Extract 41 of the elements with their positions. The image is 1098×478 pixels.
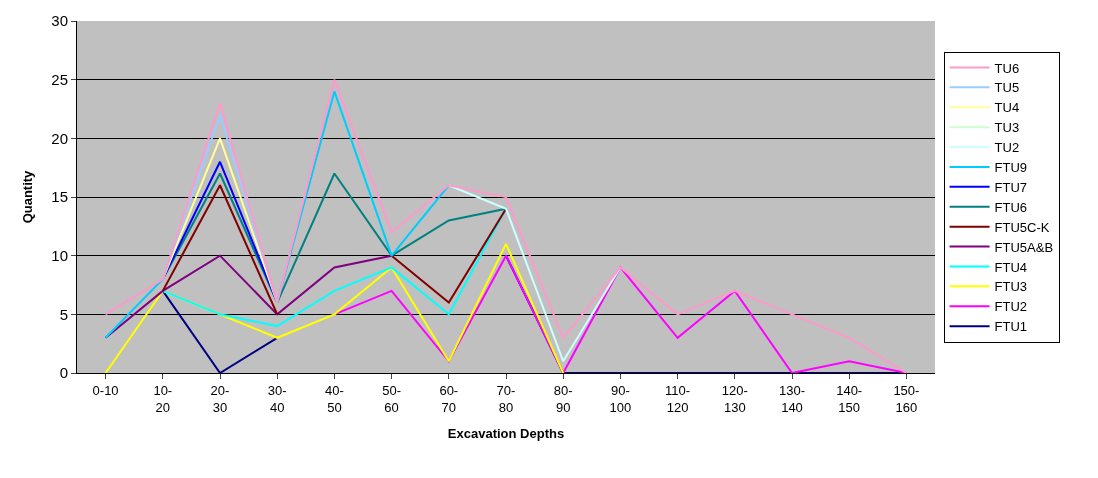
x-tick-label: 90-100: [609, 382, 632, 415]
legend-label: FTU6: [994, 199, 1028, 215]
legend-label: FTU5A&B: [994, 239, 1054, 255]
legend-label: FTU2: [994, 299, 1028, 315]
y-tick-label: 5: [59, 305, 68, 323]
y-tick-label: 20: [51, 129, 68, 147]
x-tick-label: 150-160: [893, 382, 920, 415]
x-tick-label: 70-80: [496, 382, 516, 415]
legend-label: FTU7: [994, 179, 1028, 195]
legend-label: FTU5C-K: [994, 219, 1050, 235]
y-tick-label: 0: [59, 364, 68, 382]
line-series: [104, 242, 565, 373]
legend-label: TU5: [994, 80, 1020, 96]
x-tick-label: 120-130: [721, 382, 748, 415]
legend-label: FTU3: [994, 279, 1028, 295]
line-series: [447, 184, 622, 363]
y-tick-label: 15: [51, 188, 68, 206]
x-tick-label: 20-30: [210, 382, 230, 415]
x-tick-label: 30-40: [267, 382, 287, 415]
legend-label: FTU4: [994, 259, 1028, 275]
legend-label: TU3: [994, 120, 1020, 136]
x-tick-label: 10-20: [153, 382, 173, 415]
y-tick-label: 25: [51, 70, 68, 88]
line-series: [104, 78, 908, 373]
legend-label: FTU1: [994, 319, 1028, 335]
x-tick-label: 60-70: [439, 382, 459, 415]
legend-label: FTU9: [994, 160, 1028, 176]
x-tick-label: 40-50: [325, 382, 344, 415]
x-tick-label: 50-60: [382, 382, 401, 415]
y-axis-title: Quantity: [20, 169, 36, 224]
x-tick-label: 110-120: [665, 382, 691, 415]
x-tick-label: 130-140: [778, 382, 806, 415]
x-tick-label: 80-90: [553, 382, 573, 415]
legend-label: TU2: [994, 140, 1020, 156]
y-tick-label: 30: [51, 12, 68, 30]
x-tick-label: 0-10: [92, 382, 119, 398]
y-tick-label: 10: [51, 246, 68, 264]
x-tick-label: 140-150: [836, 382, 863, 415]
legend-label: TU4: [994, 100, 1020, 116]
x-axis-title: Excavation Depths: [447, 426, 565, 442]
legend-label: TU6: [994, 60, 1020, 76]
